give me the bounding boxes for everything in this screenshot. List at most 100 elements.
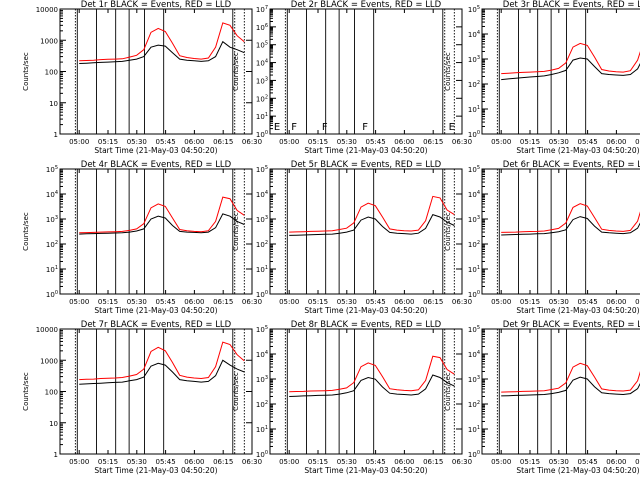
- y-tick-label: 103: [256, 375, 268, 384]
- chart-panel-7: Det 7r BLACK = Events, RED = LLD 1 10 100 10…: [22, 320, 262, 475]
- series-line: [79, 213, 245, 235]
- y-tick-label: 1: [54, 131, 58, 139]
- y-tick-label: 100: [256, 450, 268, 459]
- chart-panel-8: Det 8r BLACK = Events, RED = LLD 100 101 10…: [232, 320, 472, 475]
- y-tick-label: 101: [256, 425, 268, 434]
- x-tick-label: 05:00: [69, 298, 89, 306]
- chart-title: Det 4r BLACK = Events, RED = LLD: [81, 160, 232, 170]
- chart-title: Det 6r BLACK = Events, RED = LLD: [503, 160, 640, 170]
- y-tick-label: 104: [256, 190, 268, 199]
- x-tick-label: 06:15: [213, 298, 233, 306]
- x-tick-label: 06:15: [213, 458, 233, 466]
- x-tick-label: 05:00: [279, 298, 299, 306]
- y-tick-label: 100: [468, 130, 480, 139]
- x-tick-label: 06:00: [394, 458, 414, 466]
- x-tick-label: 06:15: [635, 138, 640, 146]
- plot-frame: [59, 168, 253, 295]
- series-line: [501, 362, 640, 393]
- y-tick-label: 105: [468, 5, 480, 14]
- y-tick-label: 100: [468, 450, 480, 459]
- plot-frame: [269, 328, 463, 455]
- x-tick-label: 05:45: [366, 458, 386, 466]
- y-tick-label: 107: [256, 5, 268, 14]
- y-axis-label: Counts/sec: [232, 372, 240, 411]
- y-tick-label: 102: [468, 400, 480, 409]
- x-tick-label: 05:45: [578, 138, 598, 146]
- y-tick-label: 104: [468, 190, 480, 199]
- x-tick-label: 05:15: [98, 138, 118, 146]
- y-tick-label: 103: [468, 55, 480, 64]
- series-line: [501, 57, 640, 81]
- x-tick-label: 05:30: [337, 458, 357, 466]
- x-axis-label: Start Time (21-May-03 04:50:20): [94, 306, 217, 315]
- y-tick-label: 10000: [36, 326, 58, 334]
- plot-frame: [269, 8, 463, 135]
- y-tick-label: 104: [256, 59, 268, 68]
- chart-panel-3: Det 3r BLACK = Events, RED = LLD 100 101 10…: [444, 0, 640, 155]
- x-tick-label: 06:15: [635, 458, 640, 466]
- x-tick-label: 05:45: [156, 298, 176, 306]
- x-tick-label: 05:00: [491, 298, 511, 306]
- x-tick-label: 06:00: [184, 298, 204, 306]
- x-tick-label: 05:45: [578, 458, 598, 466]
- x-tick-label: 05:45: [366, 138, 386, 146]
- y-tick-label: 102: [256, 400, 268, 409]
- series-line: [79, 40, 245, 64]
- series-line: [79, 196, 245, 234]
- y-tick-label: 103: [256, 215, 268, 224]
- x-tick-label: 05:45: [156, 458, 176, 466]
- annotation-label: E: [449, 122, 455, 133]
- x-axis-label: Start Time (21-May-03 04:50:20): [94, 466, 217, 475]
- x-tick-label: 06:15: [423, 138, 443, 146]
- y-axis-label: Counts/sec: [444, 212, 452, 251]
- x-tick-label: 06:30: [242, 298, 262, 306]
- y-tick-label: 103: [256, 76, 268, 85]
- x-tick-label: 05:00: [491, 458, 511, 466]
- y-tick-label: 103: [468, 215, 480, 224]
- x-tick-label: 06:30: [452, 138, 472, 146]
- x-tick-label: 05:00: [69, 458, 89, 466]
- chart-panel-5: Det 5r BLACK = Events, RED = LLD 100 101 10…: [232, 160, 472, 315]
- x-tick-label: 06:30: [242, 138, 262, 146]
- y-tick-label: 100: [468, 290, 480, 299]
- x-axis-label: Start Time (21-May-03 04:50:20): [516, 306, 639, 315]
- x-tick-label: 06:15: [635, 298, 640, 306]
- y-tick-label: 103: [46, 215, 58, 224]
- series-line: [289, 374, 455, 397]
- y-tick-label: 101: [468, 105, 480, 114]
- y-axis-label: Counts/sec: [232, 52, 240, 91]
- y-tick-label: 102: [46, 240, 58, 249]
- x-tick-label: 06:00: [394, 298, 414, 306]
- y-tick-label: 105: [256, 41, 268, 50]
- plot-frame: [59, 8, 253, 135]
- x-tick-label: 05:00: [279, 458, 299, 466]
- y-tick-label: 105: [256, 165, 268, 174]
- annotation-label: F: [362, 122, 368, 133]
- plot-frame: [59, 328, 253, 455]
- y-tick-label: 100: [45, 389, 58, 397]
- x-tick-label: 05:15: [308, 298, 328, 306]
- y-tick-label: 104: [256, 350, 268, 359]
- y-tick-label: 101: [468, 265, 480, 274]
- y-tick-label: 101: [256, 265, 268, 274]
- y-tick-label: 102: [256, 240, 268, 249]
- y-tick-label: 10: [49, 100, 58, 108]
- x-tick-label: 05:15: [98, 458, 118, 466]
- y-tick-label: 105: [256, 325, 268, 334]
- y-tick-label: 101: [468, 425, 480, 434]
- x-tick-label: 05:15: [520, 138, 540, 146]
- series-line: [289, 195, 455, 233]
- x-axis-label: Start Time (21-May-03 04:50:20): [304, 146, 427, 155]
- y-tick-label: 104: [468, 350, 480, 359]
- series-line: [501, 216, 640, 236]
- x-tick-label: 06:30: [242, 458, 262, 466]
- chart-title: Det 1r BLACK = Events, RED = LLD: [81, 0, 232, 10]
- y-tick-label: 104: [468, 30, 480, 39]
- y-tick-label: 104: [46, 190, 58, 199]
- x-tick-label: 06:00: [184, 138, 204, 146]
- plot-frame: [481, 168, 640, 295]
- chart-panel-2: Det 2r BLACK = Events, RED = LLD 100 101 10…: [232, 0, 472, 155]
- annotation-label: E: [274, 122, 280, 133]
- y-axis-label: Counts/sec: [232, 212, 240, 251]
